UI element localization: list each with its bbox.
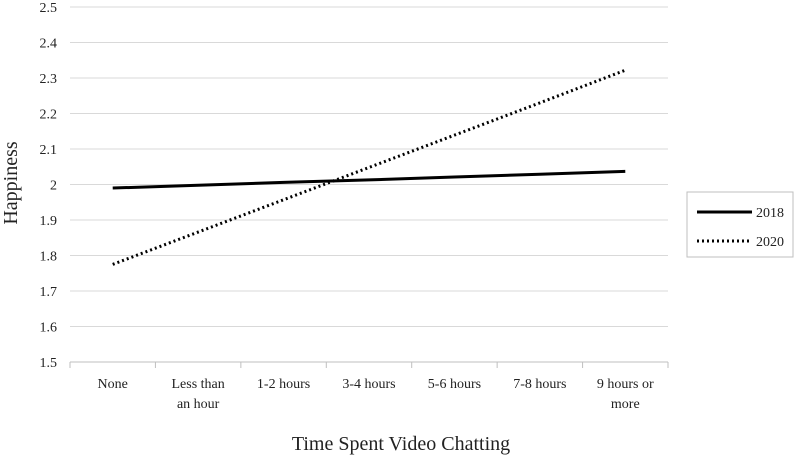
y-tick-label: 1.6: [40, 321, 58, 336]
x-tick-labels: None Less than an hour 1-2 hours 3-4 hours 5-…: [98, 377, 654, 412]
y-tick-label: 1.8: [40, 250, 58, 265]
x-tick-label: 7-8 hours: [513, 377, 566, 392]
x-tick-label: 9 hours or more: [597, 377, 654, 412]
x-tick-label: 3-4 hours: [342, 377, 395, 392]
y-tick-label: 1.9: [40, 214, 58, 229]
series-lines: [112, 68, 626, 266]
y-tick-label: 1.7: [40, 285, 58, 300]
series-line-2018: [112, 169, 626, 190]
legend: 2018 2020: [686, 191, 794, 258]
legend-box: [686, 191, 794, 258]
x-tick-label: None: [98, 377, 128, 392]
y-tick-label: 1.5: [40, 356, 58, 371]
x-axis-title: Time Spent Video Chatting: [292, 433, 510, 455]
y-tick-labels: 1.5 1.6 1.7 1.8 1.9 2 2.1 2.2 2.3 2.4 2.5: [40, 1, 58, 371]
gridlines: [69, 6, 669, 368]
x-tick-label: Less than an hour: [172, 377, 225, 412]
y-tick-label: 2.2: [40, 108, 58, 123]
y-axis-title: Happiness: [0, 141, 22, 225]
y-tick-label: 2.3: [40, 72, 58, 87]
y-tick-label: 2.1: [40, 143, 58, 158]
y-tick-label: 2.5: [40, 1, 58, 16]
y-tick-label: 2.4: [40, 37, 58, 52]
legend-label-2018: 2018: [756, 206, 784, 221]
y-tick-label: 2: [50, 179, 57, 194]
series-line-2020: [112, 68, 626, 266]
x-tick-label: 5-6 hours: [428, 377, 481, 392]
legend-label-2020: 2020: [756, 235, 784, 250]
x-tick-label: 1-2 hours: [257, 377, 310, 392]
